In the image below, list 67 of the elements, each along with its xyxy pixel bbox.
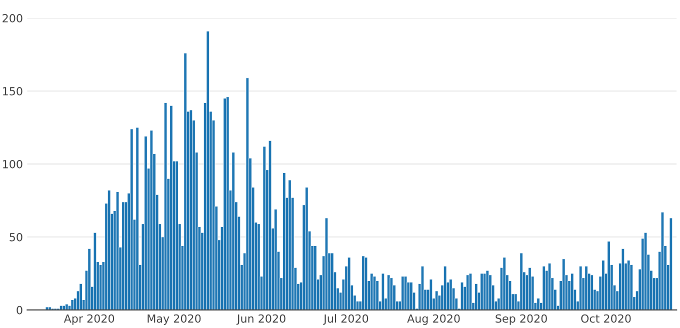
bar [536, 298, 540, 310]
bar [401, 276, 404, 310]
bar [602, 260, 605, 310]
bar [262, 146, 266, 310]
bar [175, 160, 178, 310]
bar [257, 224, 260, 310]
bar [449, 279, 452, 310]
x-tick-label: Jul 2020 [323, 314, 368, 325]
x-tick-label: Sep 2020 [496, 314, 547, 325]
bar [305, 187, 308, 310]
y-tick-label: 200 [2, 14, 22, 22]
bar [364, 257, 368, 310]
bar [669, 218, 673, 310]
bar [122, 202, 125, 310]
bar [542, 266, 546, 310]
bar [607, 241, 610, 310]
x-tick-label: Oct 2020 [581, 314, 631, 323]
bar [268, 140, 272, 310]
bar [486, 270, 490, 310]
bar [170, 105, 173, 310]
bar [206, 30, 210, 310]
bar [660, 212, 664, 310]
bar [514, 294, 518, 310]
bar [347, 257, 351, 310]
bar [144, 136, 148, 310]
bar [184, 52, 187, 310]
bar [314, 246, 317, 310]
bar [480, 273, 484, 310]
bar [274, 209, 278, 310]
bar [429, 279, 433, 310]
y-tick-label: 150 [3, 86, 22, 96]
bar [189, 110, 193, 310]
bar [70, 300, 74, 310]
bar [570, 273, 574, 310]
bar [528, 267, 532, 310]
y-tick-label: 50 [10, 232, 22, 242]
bar [130, 128, 134, 310]
bar [93, 232, 97, 310]
bar [232, 152, 235, 310]
bar [362, 256, 365, 310]
bar [226, 96, 230, 310]
bar [88, 248, 91, 310]
x-tick-label: May 2020 [148, 314, 201, 325]
bar [621, 248, 625, 310]
x-tick-label: Jun 2020 [236, 314, 286, 325]
bar [370, 273, 374, 310]
bar [590, 274, 594, 310]
bar [79, 283, 82, 310]
bar [288, 180, 292, 310]
bar [390, 278, 394, 310]
bar [381, 273, 385, 310]
bar [410, 282, 413, 310]
bar [246, 78, 250, 310]
bar [45, 306, 49, 310]
bar [150, 130, 154, 310]
bar [116, 192, 120, 310]
y-tick-label: 100 [3, 160, 22, 168]
bar [520, 252, 523, 310]
y-tick-label: 0 [16, 306, 22, 314]
bar [584, 266, 588, 310]
bar [136, 127, 139, 310]
bar [502, 257, 506, 310]
bar [223, 98, 226, 310]
x-tick-label: Aug 2020 [407, 314, 460, 325]
x-tick-label: Apr 2020 [64, 314, 114, 325]
bar [48, 306, 52, 310]
bar [468, 273, 472, 310]
